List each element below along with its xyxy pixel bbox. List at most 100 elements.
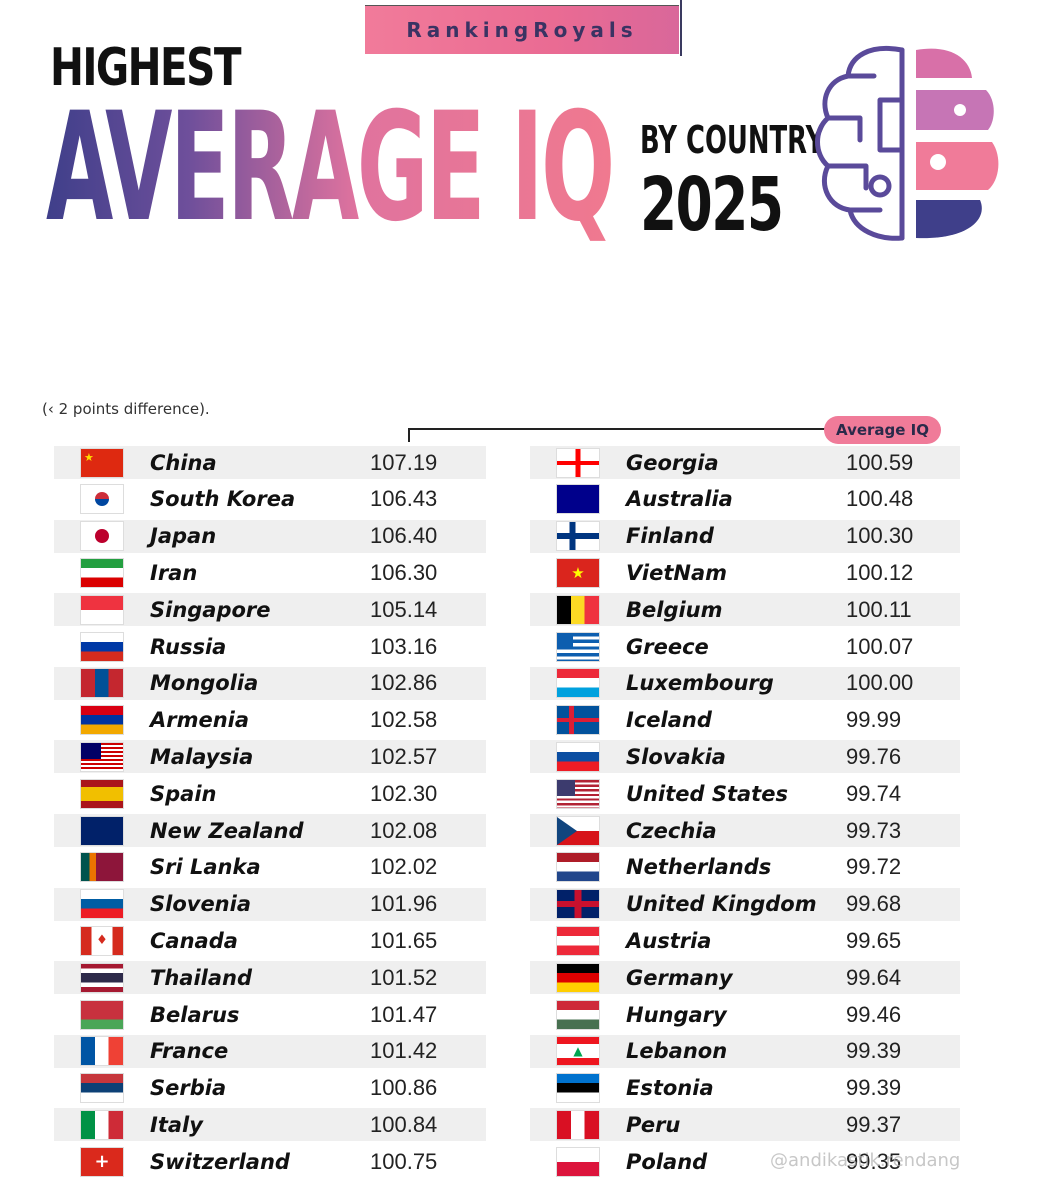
singapore-flag bbox=[80, 594, 124, 625]
serbia-flag bbox=[80, 1073, 124, 1104]
country-name: Italy bbox=[150, 1112, 203, 1137]
country-name: New Zealand bbox=[150, 818, 304, 843]
country-name: Slovakia bbox=[626, 744, 726, 769]
ranking-row: Austria 99.65 bbox=[530, 924, 960, 957]
ranking-row: Singapore 105.14 bbox=[54, 593, 486, 627]
ranking-row: ▲ Lebanon 99.39 bbox=[530, 1034, 960, 1068]
country-name: Sri Lanka bbox=[150, 855, 261, 880]
country-name: Estonia bbox=[626, 1076, 714, 1101]
ranking-row: Belarus 101.47 bbox=[54, 998, 486, 1031]
country-name: Spain bbox=[150, 781, 217, 806]
luxembourg-flag bbox=[556, 668, 600, 699]
iq-value: 99.46 bbox=[846, 1001, 902, 1027]
country-name: Thailand bbox=[150, 965, 252, 990]
ranking-row: + Switzerland 100.75 bbox=[54, 1145, 486, 1178]
armenia-flag bbox=[80, 705, 124, 736]
average-iq-label: Average IQ bbox=[824, 416, 942, 444]
iq-value: 100.07 bbox=[846, 633, 914, 659]
switzerland-flag: + bbox=[80, 1146, 124, 1177]
country-name: Russia bbox=[150, 634, 227, 659]
brand-name: RankingRoyals bbox=[406, 18, 638, 42]
country-name: Iceland bbox=[626, 708, 712, 733]
iq-value: 102.08 bbox=[370, 817, 438, 843]
iq-value: 100.59 bbox=[846, 449, 914, 475]
china-flag: ★ bbox=[80, 447, 124, 478]
iq-value: 100.00 bbox=[846, 670, 914, 696]
country-name: Luxembourg bbox=[626, 671, 774, 696]
russia-flag bbox=[80, 631, 124, 662]
country-name: Malaysia bbox=[150, 744, 254, 769]
note-text: (‹ 2 points difference). bbox=[42, 400, 210, 418]
slovenia-flag bbox=[80, 889, 124, 920]
iq-value: 102.30 bbox=[370, 780, 438, 806]
belarus-flag bbox=[80, 999, 124, 1030]
ranking-row: Peru 99.37 bbox=[530, 1108, 960, 1142]
watermark-text: @andikastik.rendang bbox=[770, 1150, 961, 1171]
ranking-row: Iceland 99.99 bbox=[530, 704, 960, 737]
country-name: United States bbox=[626, 781, 788, 806]
belgium-flag bbox=[556, 594, 600, 625]
ranking-row: United States 99.74 bbox=[530, 777, 960, 810]
title-by-country: BY COUNTRY bbox=[640, 118, 825, 162]
iq-value: 99.76 bbox=[846, 743, 902, 769]
country-name: Poland bbox=[626, 1149, 708, 1174]
japan-flag bbox=[80, 521, 124, 552]
ranking-row: Georgia 100.59 bbox=[530, 446, 960, 479]
peru-flag bbox=[556, 1109, 600, 1140]
country-name: Netherlands bbox=[626, 855, 772, 880]
sri-lanka-flag bbox=[80, 852, 124, 883]
iq-value: 99.39 bbox=[846, 1075, 902, 1101]
country-name: Australia bbox=[626, 487, 733, 512]
poland-flag bbox=[556, 1146, 600, 1177]
ranking-row: Australia 100.48 bbox=[530, 483, 960, 516]
iq-value: 100.30 bbox=[846, 523, 914, 549]
canada-flag: ♦ bbox=[80, 925, 124, 956]
iq-value: 102.58 bbox=[370, 707, 438, 733]
germany-flag bbox=[556, 962, 600, 993]
country-name: Japan bbox=[150, 524, 217, 549]
ranking-row: Mongolia 102.86 bbox=[54, 666, 486, 700]
iq-value: 100.86 bbox=[370, 1075, 438, 1101]
country-name: China bbox=[150, 450, 217, 475]
country-name: Peru bbox=[626, 1112, 681, 1137]
ranking-row: Slovenia 101.96 bbox=[54, 887, 486, 921]
legend-connector bbox=[408, 428, 830, 442]
ranking-row: ♦ Canada 101.65 bbox=[54, 924, 486, 957]
south-korea-flag bbox=[80, 484, 124, 515]
country-name: Mongolia bbox=[150, 671, 259, 696]
iq-value: 99.68 bbox=[846, 891, 902, 917]
ranking-row: United Kingdom 99.68 bbox=[530, 887, 960, 921]
country-name: South Korea bbox=[150, 487, 296, 512]
country-name: Austria bbox=[626, 928, 712, 953]
ranking-row: Slovakia 99.76 bbox=[530, 740, 960, 774]
ranking-row: Serbia 100.86 bbox=[54, 1072, 486, 1105]
country-name: Singapore bbox=[150, 597, 271, 622]
lebanon-flag: ▲ bbox=[556, 1036, 600, 1067]
ranking-row: Sri Lanka 102.02 bbox=[54, 851, 486, 884]
ranking-row: ★ China 107.19 bbox=[54, 446, 486, 479]
brand-divider bbox=[680, 0, 682, 56]
iq-value: 103.16 bbox=[370, 633, 438, 659]
mongolia-flag bbox=[80, 668, 124, 699]
iq-value: 102.57 bbox=[370, 743, 438, 769]
new-zealand-flag bbox=[80, 815, 124, 846]
iq-value: 102.86 bbox=[370, 670, 438, 696]
united-states-flag bbox=[556, 778, 600, 809]
iq-value: 99.65 bbox=[846, 927, 902, 953]
georgia-flag bbox=[556, 447, 600, 478]
greece-flag bbox=[556, 631, 600, 662]
ranking-row: Spain 102.30 bbox=[54, 777, 486, 810]
ranking-row: Russia 103.16 bbox=[54, 630, 486, 663]
iq-value: 100.12 bbox=[846, 559, 914, 585]
united-kingdom-flag bbox=[556, 889, 600, 920]
ranking-row: South Korea 106.43 bbox=[54, 483, 486, 516]
ranking-row: ★ VietNam 100.12 bbox=[530, 556, 960, 589]
finland-flag bbox=[556, 521, 600, 552]
title-year: 2025 bbox=[640, 162, 784, 248]
country-name: Iran bbox=[150, 560, 198, 585]
ranking-row: Italy 100.84 bbox=[54, 1108, 486, 1142]
country-name: Lebanon bbox=[626, 1039, 728, 1064]
iran-flag bbox=[80, 557, 124, 588]
austria-flag bbox=[556, 925, 600, 956]
thailand-flag bbox=[80, 962, 124, 993]
